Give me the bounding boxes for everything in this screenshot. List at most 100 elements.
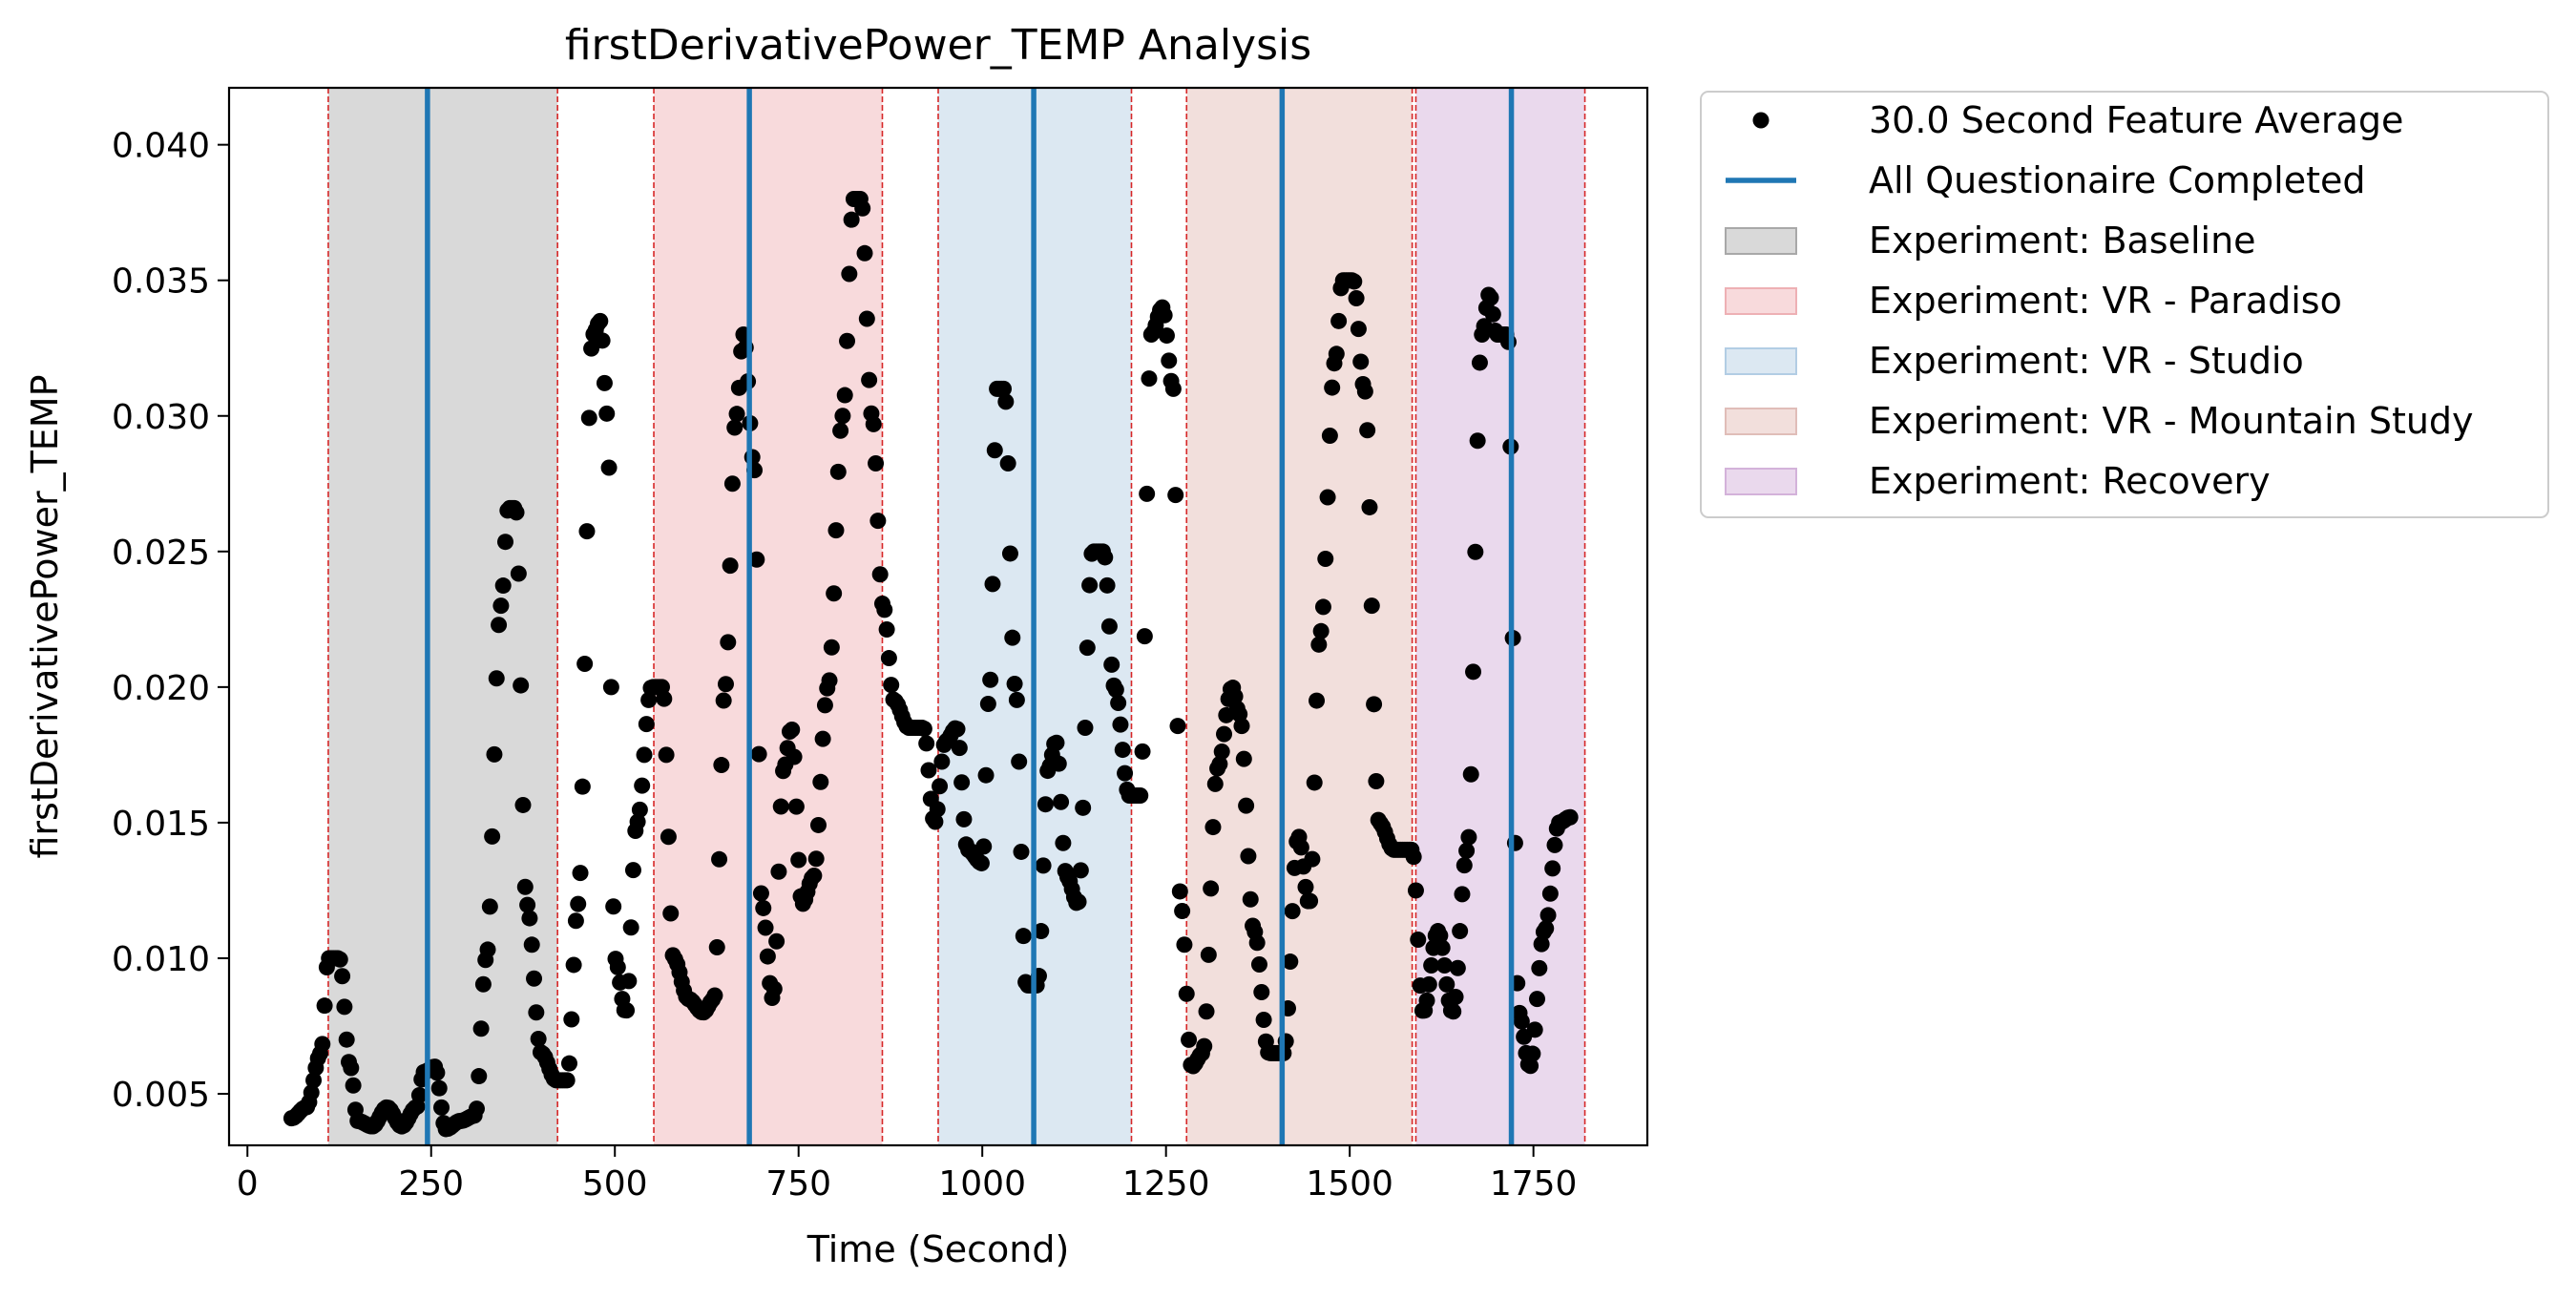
legend-marker-icon [1752,112,1770,129]
data-point [1359,422,1376,439]
data-point [1238,797,1255,814]
x-axis-label: Time (Second) [806,1228,1070,1270]
data-point [1471,354,1488,371]
data-point [1037,796,1054,813]
data-point [636,746,653,764]
data-point [806,868,823,885]
data-point [713,757,730,774]
data-point [814,730,831,747]
data-point [1240,848,1257,865]
data-point [1203,880,1220,897]
data-point [472,1020,490,1037]
data-point [982,671,999,688]
data-point [1447,989,1464,1006]
data-point [973,854,990,871]
data-point [609,958,626,975]
data-point [1435,957,1453,974]
data-point [1328,346,1345,363]
data-point [1484,305,1501,323]
data-point [658,746,675,764]
plot-frame [227,86,1649,1147]
data-point [1361,498,1378,515]
data-point [1081,576,1099,594]
data-point [723,475,741,492]
data-point [1531,959,1548,976]
data-point [497,534,514,551]
data-point [1449,959,1466,976]
legend-label: 30.0 Second Feature Average [1869,99,2403,141]
data-point [1139,485,1156,502]
data-point [528,1004,545,1021]
data-point [1410,931,1427,948]
data-point [772,798,789,815]
data-point [1141,370,1158,388]
data-point [1117,765,1134,782]
data-point [1312,622,1330,639]
legend-label: Experiment: VR - Mountain Study [1869,400,2474,442]
data-point [829,463,847,480]
data-point [598,405,616,422]
data-point [1097,549,1114,566]
x-tick-label: 1000 [938,1164,1026,1204]
data-point [1292,839,1309,856]
data-point [1204,819,1222,836]
data-point [1213,744,1230,761]
data-point [1454,886,1471,903]
data-point [807,850,825,868]
data-point [429,1064,446,1081]
legend-label: All Questionaire Completed [1869,159,2366,201]
data-point [1330,312,1348,329]
data-point [1079,639,1096,657]
data-point [995,380,1013,397]
legend-swatch-icon [1725,287,1797,315]
data-point [722,557,739,575]
data-point [580,409,597,427]
data-point [868,454,885,471]
data-point [927,813,944,830]
data-point [1011,753,1028,770]
x-tick-label: 0 [237,1164,259,1204]
experiment-spans [327,88,1585,1145]
data-point [1132,787,1149,805]
data-point [728,406,745,423]
data-point [843,211,860,228]
data-point [1211,755,1228,772]
data-point [662,905,680,922]
data-point [622,919,639,936]
data-point [1226,688,1244,705]
data-point [871,566,889,583]
legend-frame [1700,91,2549,518]
data-point [491,617,508,634]
y-tick-label: 0.020 [112,669,210,708]
data-point [1200,946,1217,963]
x-axis: 0 250 500 750 1000 1250 1500 1750 [237,1145,1578,1204]
data-point [1304,850,1321,868]
data-point [1533,935,1550,953]
data-point [880,650,897,667]
data-point [1356,383,1373,400]
data-point [479,941,496,958]
data-point [1363,597,1380,615]
data-point [984,576,1001,593]
data-point [1482,289,1499,306]
data-point [523,936,540,953]
data-point [876,601,893,618]
data-point [594,332,611,349]
data-point [1013,843,1030,860]
x-tick-label: 1750 [1490,1164,1578,1204]
legend: 30.0 Second Feature Average All Questiona… [1700,91,2549,518]
data-point [1350,321,1367,338]
data-point [708,939,725,956]
data-point [856,244,873,262]
data-point [1524,1045,1541,1062]
data-point [638,716,655,733]
data-point [1306,774,1323,791]
data-point [832,422,849,439]
data-point [999,454,1016,471]
x-tick-label: 1250 [1122,1164,1210,1204]
data-point [1544,860,1561,877]
data-point [596,374,613,391]
data-point [338,1031,355,1048]
data-point [530,1030,547,1047]
